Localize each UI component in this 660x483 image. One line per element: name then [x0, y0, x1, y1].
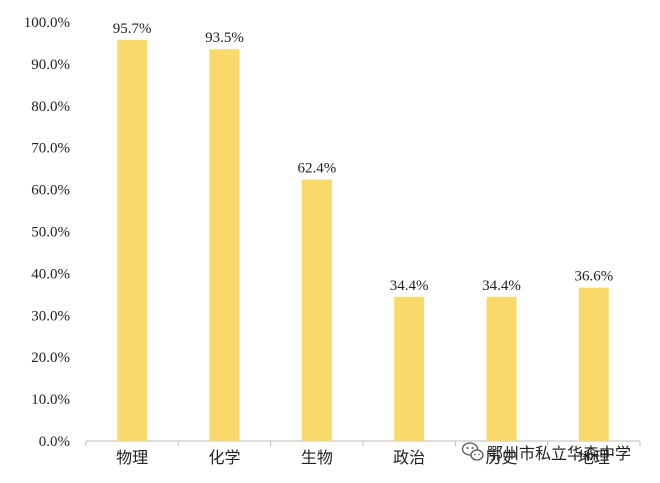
data-label: 36.6%: [574, 269, 613, 285]
y-tick-label: 90.0%: [31, 57, 70, 73]
x-tick-label: 物理: [116, 448, 148, 467]
y-tick-label: 20.0%: [31, 350, 70, 366]
y-tick-label: 0.0%: [39, 434, 70, 450]
y-tick-label: 50.0%: [31, 225, 70, 241]
bar: [301, 179, 332, 441]
y-tick-label: 30.0%: [31, 308, 70, 324]
data-label: 95.7%: [113, 21, 152, 37]
y-tick-label: 80.0%: [31, 99, 70, 115]
y-tick-label: 40.0%: [31, 266, 70, 282]
y-tick-label: 10.0%: [31, 392, 70, 408]
data-label: 34.4%: [482, 278, 521, 294]
y-tick-label: 70.0%: [31, 141, 70, 157]
data-label: 34.4%: [390, 278, 429, 294]
data-label: 62.4%: [297, 161, 336, 177]
data-label: 93.5%: [205, 30, 244, 46]
x-tick-label: 地理: [578, 448, 610, 467]
x-tick-label: 化学: [208, 448, 240, 467]
y-tick-label: 60.0%: [31, 183, 70, 199]
bar: [117, 40, 148, 441]
x-tick-label: 历史: [485, 448, 517, 467]
bar: [394, 296, 425, 441]
bar: [486, 296, 517, 441]
x-tick-label: 生物: [301, 448, 333, 467]
y-tick-label: 100.0%: [24, 15, 70, 31]
bar: [209, 49, 240, 442]
bar: [578, 287, 609, 441]
x-tick-label: 政治: [393, 448, 425, 467]
